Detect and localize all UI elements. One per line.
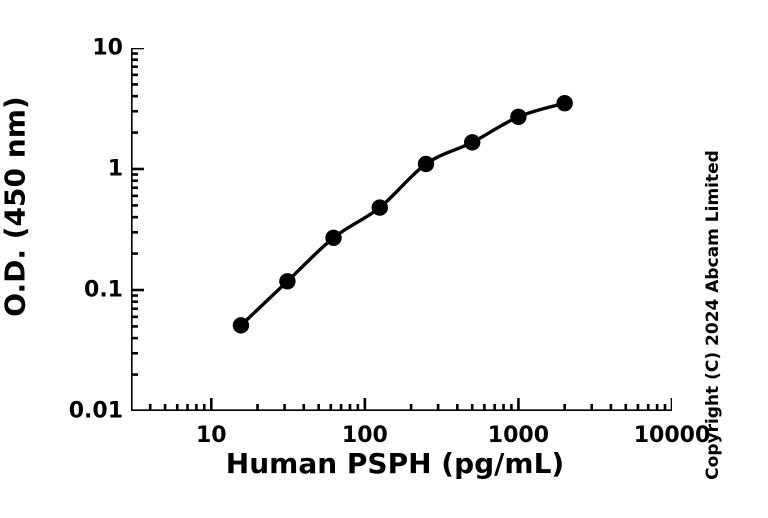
y-axis-title: O.D. (450 nm) <box>0 96 32 317</box>
y-tick-label: 10 <box>92 35 123 61</box>
data-point <box>510 108 527 125</box>
data-point <box>325 229 342 246</box>
data-series <box>232 94 573 334</box>
data-point <box>371 199 388 216</box>
y-axis <box>131 48 144 411</box>
series-line <box>239 101 567 328</box>
data-point <box>556 94 573 112</box>
data-point <box>279 273 296 290</box>
x-axis-title: Human PSPH (pg/mL) <box>225 447 565 480</box>
x-tick-label: 10 <box>195 423 227 448</box>
data-point <box>232 317 250 334</box>
data-point <box>417 155 435 173</box>
x-axis <box>131 398 672 411</box>
plot-area <box>131 48 672 411</box>
x-tick-label: 10000 <box>633 423 711 448</box>
data-point <box>464 134 481 151</box>
y-tick-label: 0.01 <box>68 398 123 424</box>
chart-canvas <box>131 48 672 411</box>
x-tick-label: 100 <box>341 423 388 448</box>
y-tick-label: 0.1 <box>84 277 123 303</box>
y-tick-label: 1 <box>107 156 123 182</box>
x-tick-label: 1000 <box>487 423 550 448</box>
